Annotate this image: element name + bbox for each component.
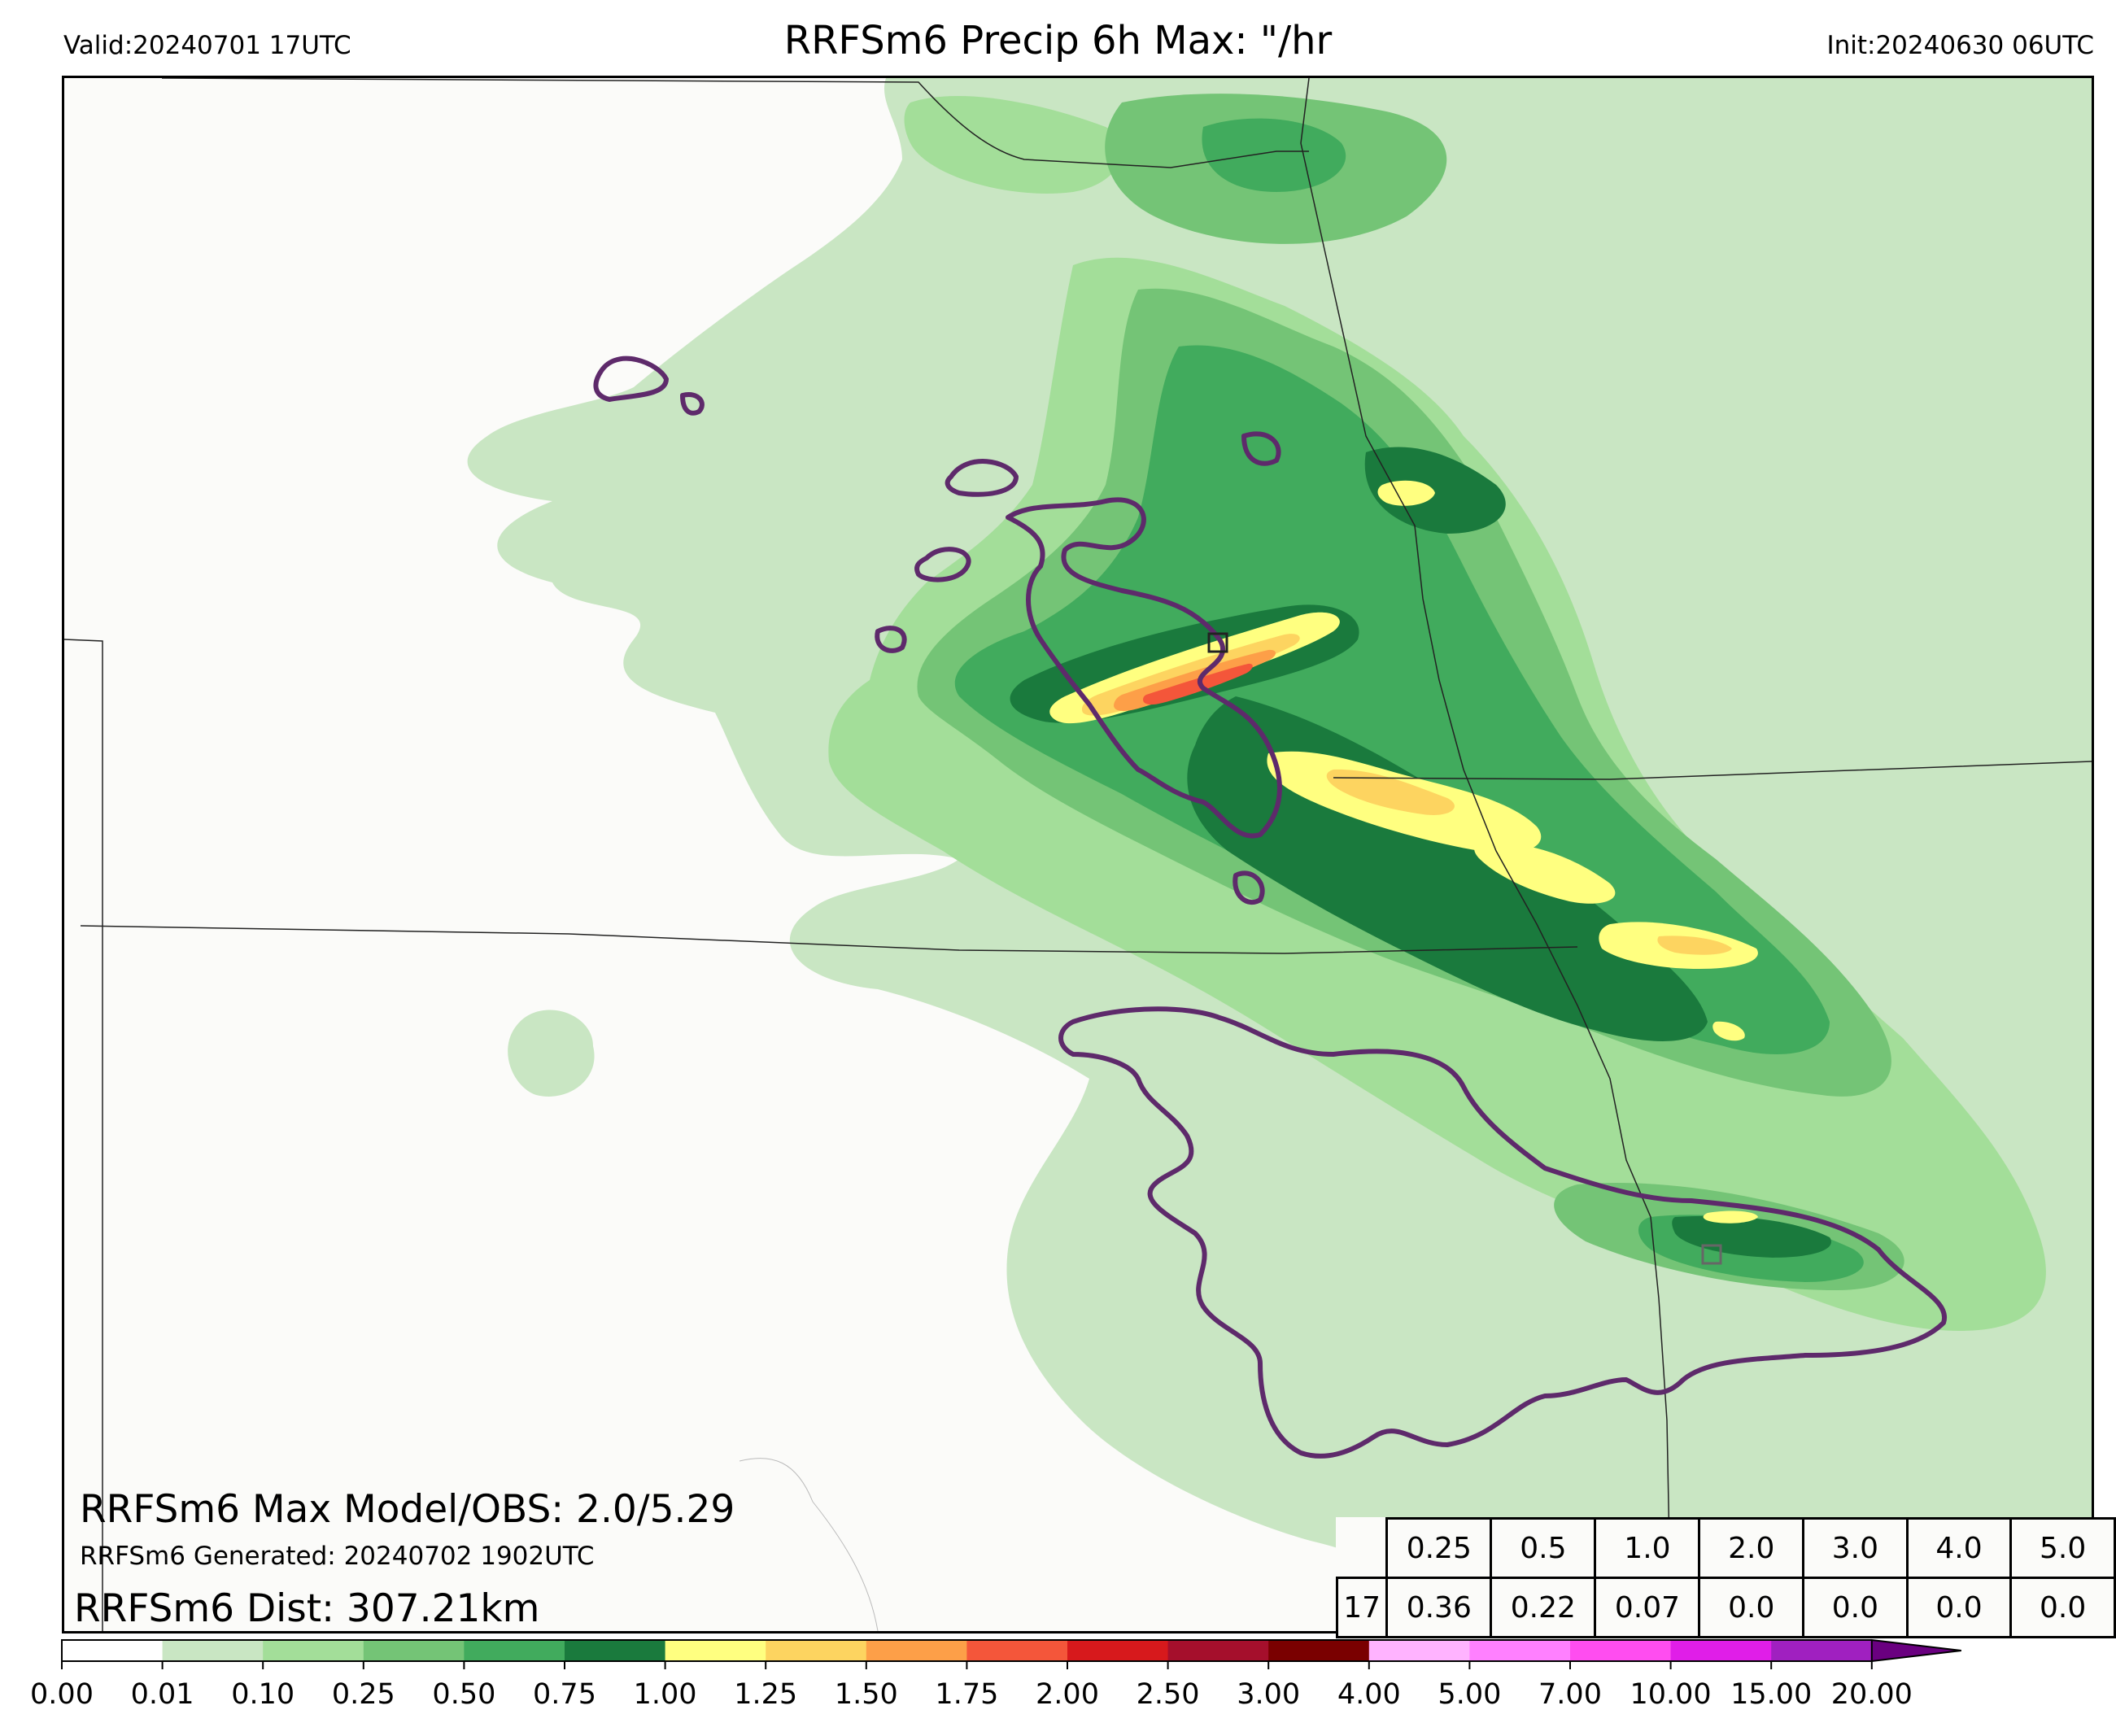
colorbar-segment xyxy=(1771,1640,1873,1661)
obs-contour-south xyxy=(1058,1006,1948,1459)
colorbar-segment xyxy=(966,1640,1068,1661)
threshold-value: 0.0 xyxy=(1802,1577,1909,1638)
colorbar-tick-label: 2.00 xyxy=(1036,1678,1099,1711)
colorbar-segment xyxy=(1268,1640,1370,1661)
obs-contour-small-5 xyxy=(680,392,705,416)
colorbar-tick-label: 15.00 xyxy=(1730,1678,1812,1711)
threshold-header: 5.0 xyxy=(2009,1517,2116,1579)
state-border-middle xyxy=(80,925,1578,954)
hour-cell: 17 xyxy=(1335,1577,1389,1638)
colorbar-tick-label: 20.00 xyxy=(1831,1678,1913,1711)
colorbar-extend-arrow xyxy=(1870,1638,1961,1663)
obs-max-marker xyxy=(1701,1244,1722,1265)
threshold-value-row: 17 0.36 0.22 0.07 0.0 0.0 0.0 0.0 xyxy=(1335,1577,2116,1638)
obs-contour-small-3 xyxy=(875,626,907,653)
colorbar-tick-label: 0.25 xyxy=(332,1678,395,1711)
colorbar-segment xyxy=(464,1640,565,1661)
colorbar-segment xyxy=(1469,1640,1571,1661)
colorbar-tick-label: 0.01 xyxy=(131,1678,194,1711)
colorbar-tick-label: 4.00 xyxy=(1337,1678,1401,1711)
colorbar-segment xyxy=(263,1640,364,1661)
colorbar-segment xyxy=(1570,1640,1672,1661)
colorbar-segment xyxy=(766,1640,867,1661)
colorbar-segment xyxy=(1368,1640,1470,1661)
map-title: RRFSm6 Precip 6h Max: "/hr xyxy=(783,18,1333,63)
colorbar-tick-label: 5.00 xyxy=(1438,1678,1501,1711)
colorbar-tick-label: 7.00 xyxy=(1538,1678,1602,1711)
max-model-obs: RRFSm6 Max Model/OBS: 2.0/5.29 xyxy=(80,1487,735,1532)
obs-contour-small-4 xyxy=(593,355,669,402)
threshold-value: 0.0 xyxy=(2009,1577,2116,1638)
precip-map-canvas xyxy=(64,78,2092,1631)
threshold-table: 0.25 0.5 1.0 2.0 3.0 4.0 5.0 17 0.36 0.2… xyxy=(1335,1517,2116,1638)
precip-band-0.50 xyxy=(954,345,1830,1055)
state-border-north xyxy=(161,78,1309,168)
threshold-header-row: 0.25 0.5 1.0 2.0 3.0 4.0 5.0 xyxy=(1337,1517,2116,1579)
colorbar-tick-label: 1.00 xyxy=(634,1678,697,1711)
colorbar-tick-label: 1.75 xyxy=(935,1678,998,1711)
threshold-header: 0.5 xyxy=(1490,1517,1597,1579)
obs-contour-main xyxy=(1006,497,1282,839)
colorbar-tick-label: 3.00 xyxy=(1237,1678,1300,1711)
threshold-header: 4.0 xyxy=(1905,1517,2013,1579)
state-border-west xyxy=(64,639,103,1631)
valid-time: Valid:20240701 17UTC xyxy=(63,31,351,60)
colorbar-segment xyxy=(866,1640,967,1661)
colorbar-segment xyxy=(1067,1640,1169,1661)
init-time: Init:20240630 06UTC xyxy=(1826,31,2094,60)
colorbar-tick-label: 1.50 xyxy=(835,1678,898,1711)
threshold-value: 0.22 xyxy=(1490,1577,1597,1638)
threshold-header: 3.0 xyxy=(1802,1517,1909,1579)
threshold-value: 0.36 xyxy=(1385,1577,1493,1638)
generated-time: RRFSm6 Generated: 20240702 1902UTC xyxy=(80,1542,595,1571)
precip-map xyxy=(62,76,2094,1633)
obs-contour-small-1 xyxy=(945,459,1019,497)
colorbar: 0.00 0.01 0.10 0.25 0.50 0.75 1.00 1.25 1.50 1.75… xyxy=(30,1638,1961,1711)
obs-contour-small-6 xyxy=(1241,431,1281,466)
model-max-marker xyxy=(1207,632,1228,653)
threshold-value: 0.0 xyxy=(1698,1577,1805,1638)
threshold-header: 0.25 xyxy=(1385,1517,1493,1579)
colorbar-segment xyxy=(565,1640,666,1661)
colorbar-tick-label: 0.50 xyxy=(432,1678,495,1711)
obs-contours xyxy=(593,355,1948,1459)
obs-contour-small-2 xyxy=(914,547,971,582)
threshold-header: 2.0 xyxy=(1698,1517,1805,1579)
colorbar-tick-label: 0.10 xyxy=(231,1678,294,1711)
precip-field xyxy=(467,78,2092,1631)
boundaries xyxy=(64,78,2092,1631)
colorbar-tick-label: 2.50 xyxy=(1137,1678,1200,1711)
colorbar-segment xyxy=(665,1640,766,1661)
threshold-header: 1.0 xyxy=(1594,1517,1701,1579)
colorbar-tick-label: 0.00 xyxy=(30,1678,94,1711)
colorbar-segment xyxy=(1167,1640,1269,1661)
colorbar-segment xyxy=(62,1640,164,1661)
distance: RRFSm6 Dist: 307.21km xyxy=(74,1586,540,1631)
threshold-value: 0.07 xyxy=(1594,1577,1701,1638)
colorbar-tick-label: 1.25 xyxy=(734,1678,797,1711)
state-border-upper xyxy=(1333,761,2092,780)
colorbar-tick-label: 10.00 xyxy=(1630,1678,1711,1711)
colorbar-segment xyxy=(162,1640,264,1661)
obs-contour-small-7 xyxy=(1233,870,1265,905)
colorbar-segment xyxy=(1670,1640,1772,1661)
threshold-value: 0.0 xyxy=(1905,1577,2013,1638)
state-border-east xyxy=(1300,78,1672,1631)
colorbar-tick-label: 0.75 xyxy=(533,1678,596,1711)
colorbar-segment xyxy=(363,1640,465,1661)
